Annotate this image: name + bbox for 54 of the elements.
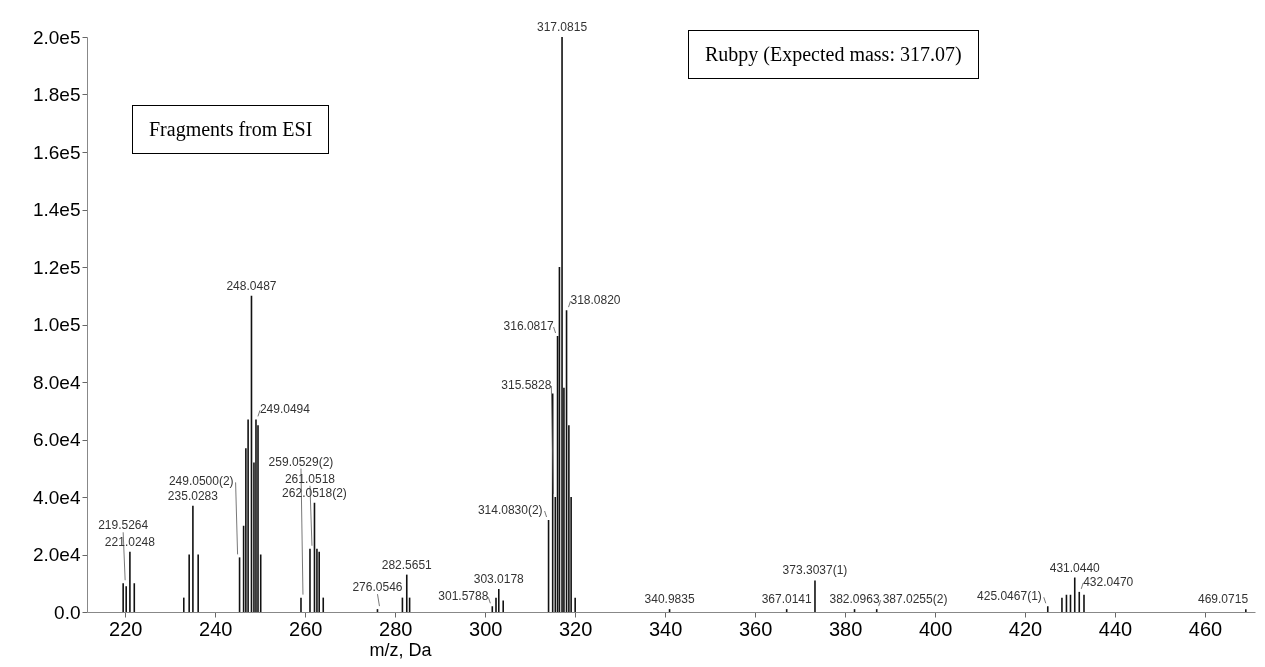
annotation: 432.0470: [1083, 574, 1134, 589]
annotation: Rubpy (Expected mass: 317.07): [688, 30, 979, 79]
x-tick-label: 400: [918, 617, 953, 640]
annotation: 261.0518: [284, 471, 336, 486]
annotation: 314.0830(2): [477, 503, 543, 517]
y-tick-label: 1.4e5: [32, 199, 81, 220]
annotation: 317.0815: [537, 20, 588, 34]
annotation: 469.0715: [1198, 592, 1249, 607]
annotation: 425.0467(1): [977, 589, 1042, 604]
x-tick-label: 340: [648, 617, 683, 640]
annotation: 262.0518(2): [282, 485, 347, 500]
annotation: 431.0440: [1049, 560, 1101, 575]
x-tick-label: 420: [1008, 617, 1043, 640]
annotation: 340.9835: [644, 592, 695, 607]
annotation: 387.0255(2): [882, 592, 948, 607]
y-tick-label: 1.8e5: [32, 84, 81, 105]
x-tick-label: 380: [828, 617, 863, 640]
annotation: 382.0963: [829, 592, 880, 607]
annotation: 249.0494: [259, 402, 311, 417]
annotation: 282.5651: [381, 557, 433, 572]
annotation: 248.0487: [226, 278, 277, 293]
y-tick-label: 6.0e4: [32, 429, 81, 450]
annotation: 221.0248: [104, 534, 156, 549]
x-tick-label: 460: [1188, 617, 1223, 640]
x-tick-label: 280: [379, 617, 413, 640]
annotation: 373.3037(1): [782, 563, 848, 578]
annotation: Fragments from ESI: [132, 105, 330, 154]
annotation: 249.0500(2): [168, 474, 234, 489]
x-tick-label: 260: [289, 617, 323, 640]
y-tick-label: 4.0e4: [32, 486, 81, 508]
y-tick-label: 8.0e4: [32, 371, 81, 393]
annotation: 367.0141: [761, 592, 813, 607]
annotation: 315.5828: [501, 378, 552, 392]
annotation: 316.0817: [503, 319, 554, 333]
annotation: 259.0529(2): [268, 454, 334, 469]
x-tick-label: 240: [199, 617, 233, 640]
y-tick-label: 2.0e4: [32, 544, 81, 565]
y-tick-label: 1.6e5: [32, 141, 81, 163]
x-axis-title: m/z, Da: [369, 639, 433, 660]
x-tick-label: 320: [558, 617, 593, 640]
x-tick-label: 360: [738, 617, 773, 640]
x-tick-label: 300: [469, 617, 503, 640]
annotation: 318.0820: [570, 293, 621, 308]
annotation: 235.0283: [167, 488, 219, 503]
annotation: 219.5264: [98, 518, 149, 533]
y-tick-label: 1.2e5: [32, 256, 81, 278]
x-tick-label: 220: [109, 617, 143, 640]
y-tick-label: 0.0: [54, 601, 81, 623]
y-tick-label: 1.0e5: [32, 314, 81, 335]
y-tick-label: 2.0e5: [32, 26, 81, 48]
x-tick-label: 440: [1098, 617, 1133, 640]
annotation: 301.5788: [438, 589, 489, 604]
annotation: 276.0546: [352, 580, 403, 595]
annotation: 303.0178: [473, 572, 525, 586]
